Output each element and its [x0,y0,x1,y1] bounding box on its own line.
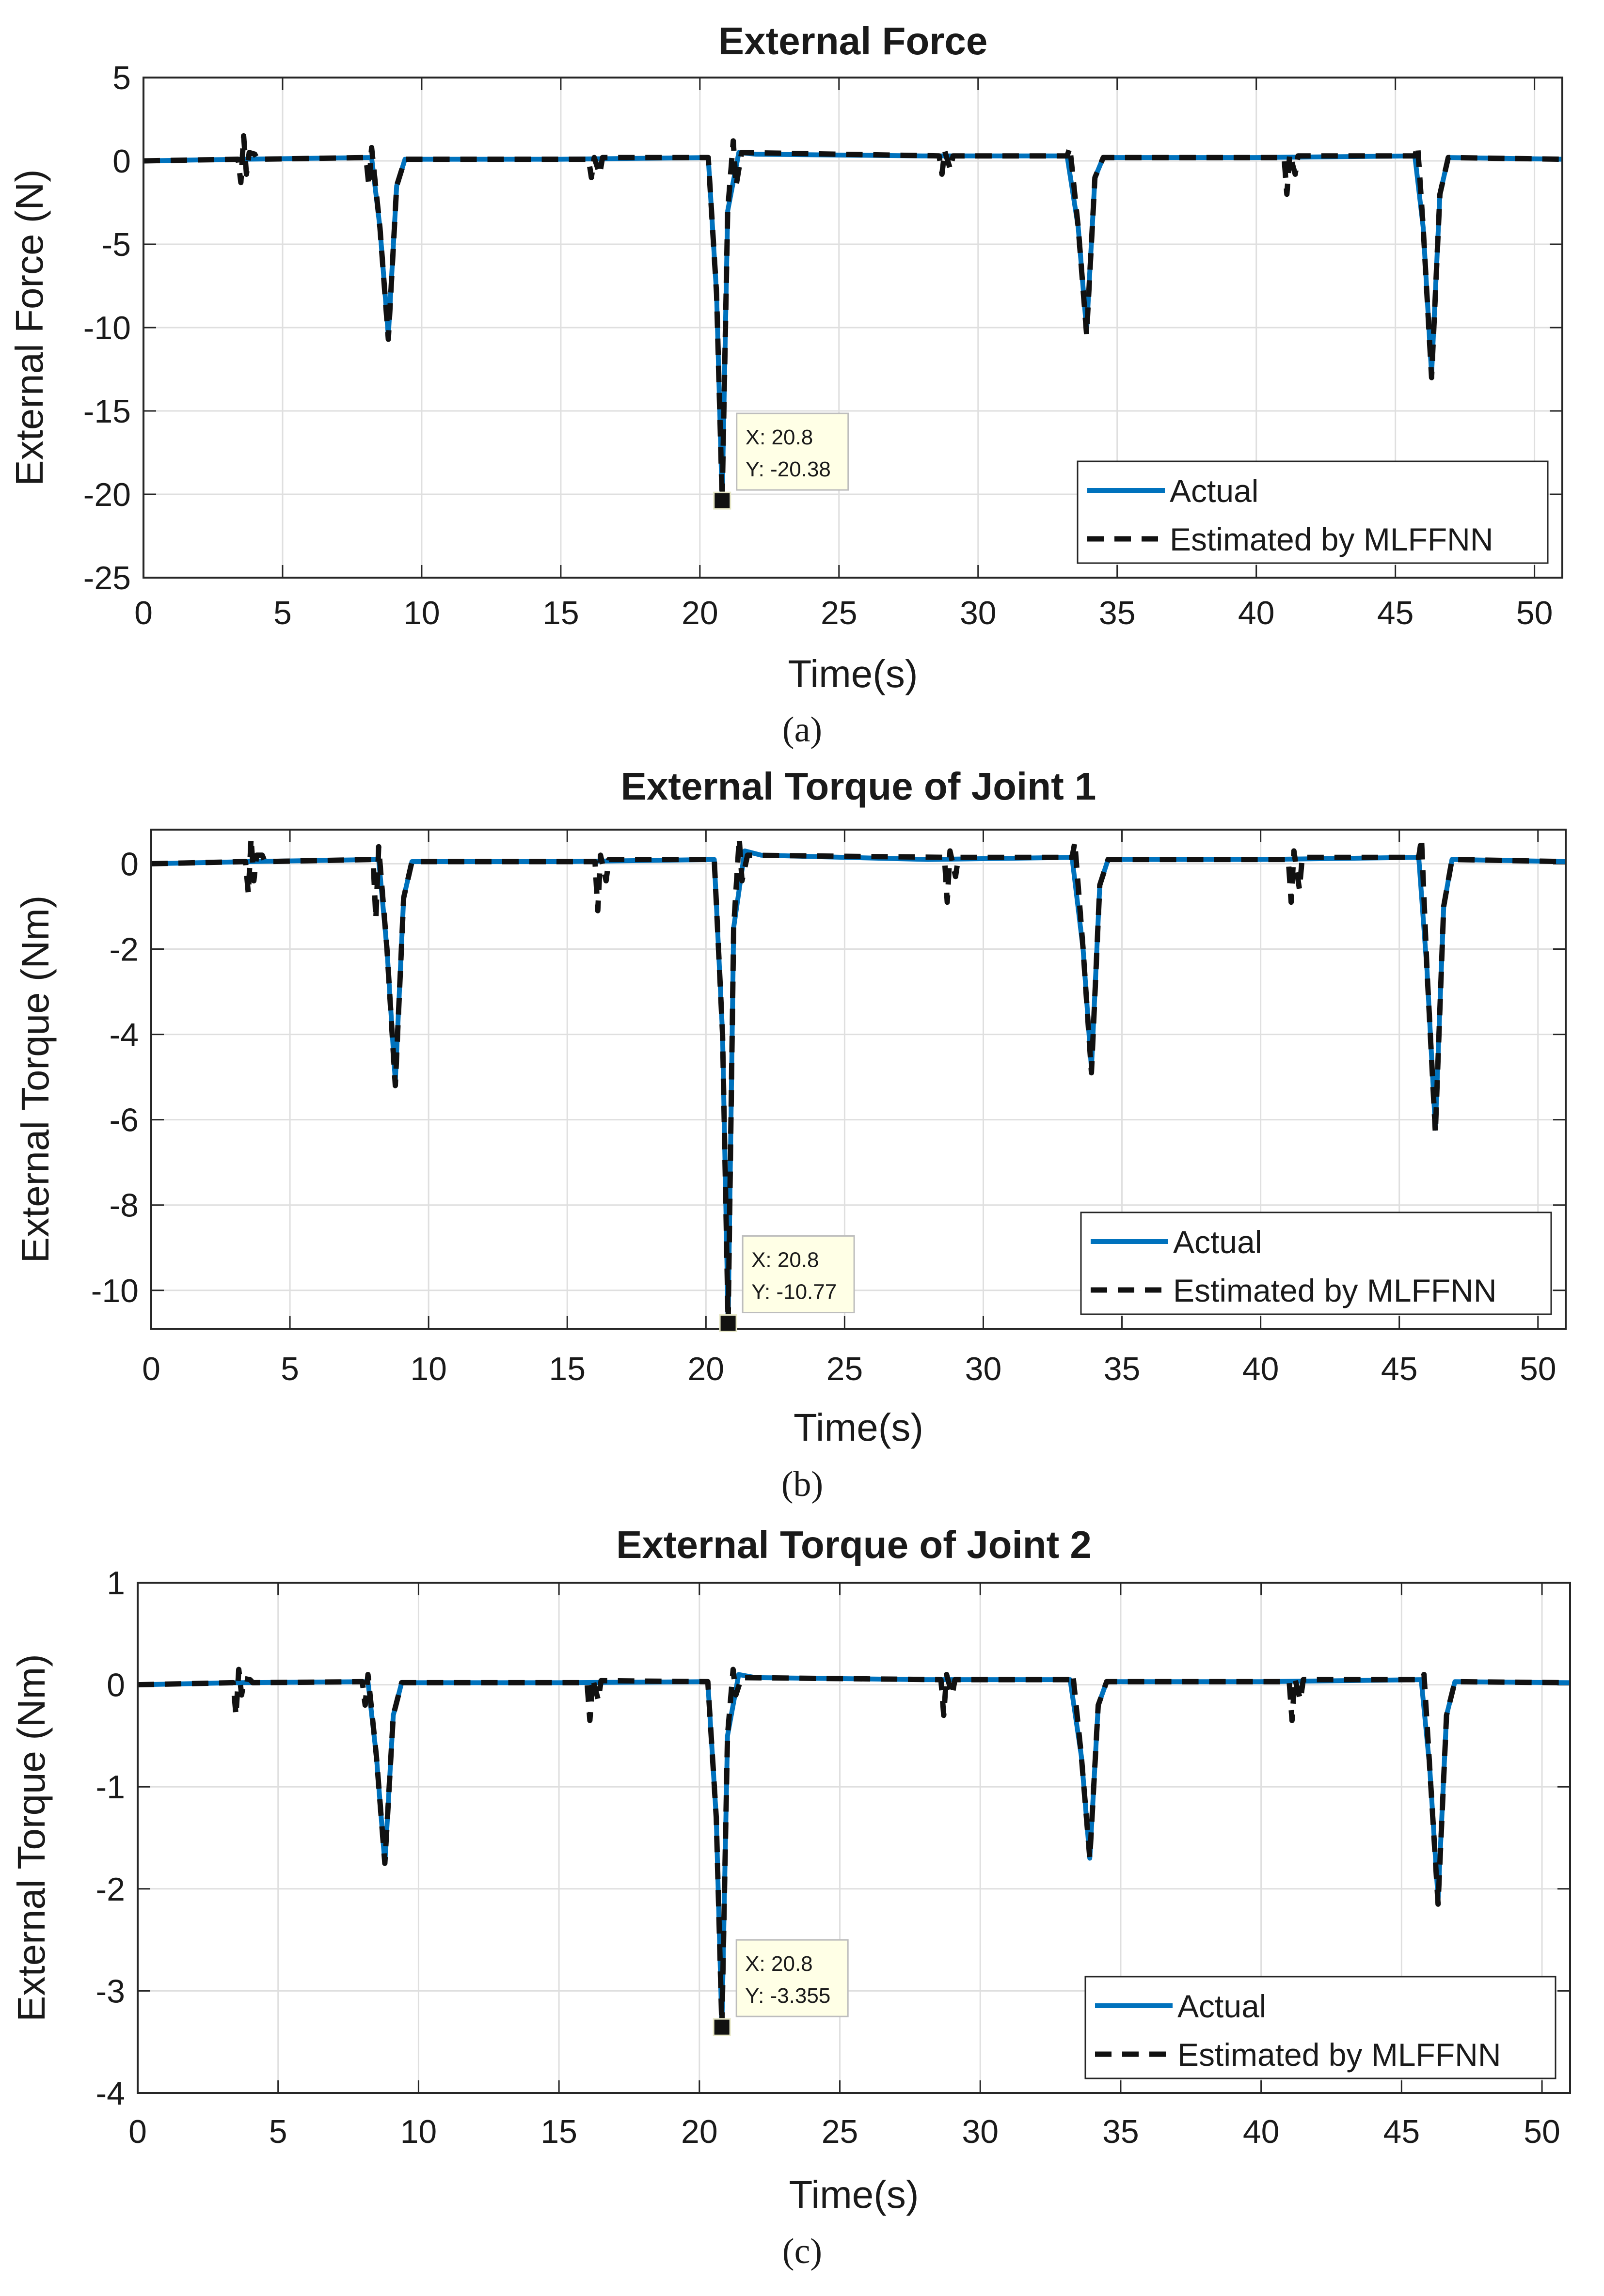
datatip-box [736,412,849,491]
legend: Actual Estimated by MLFFNN [1080,1211,1552,1315]
legend: Actual Estimated by MLFFNN [1084,1976,1556,2079]
x-tick-label: 35 [1099,595,1136,631]
axes-box [137,1582,1571,2094]
legend-label-estimated: Estimated by MLFFNN [1177,2037,1501,2073]
legend-box [1077,460,1549,564]
y-tick-label: -20 [83,476,131,513]
legend-label-actual: Actual [1177,1988,1266,2024]
y-tick-label: 1 [107,1565,125,1602]
x-tick-label: 25 [826,1351,863,1387]
x-tick-label: 40 [1238,595,1275,631]
y-tick-label: 5 [112,60,131,96]
datatip-y-label: Y: -20.38 [746,457,831,481]
y-axis-label: External Force (N) [8,169,51,486]
datatip-box [735,1939,849,2017]
x-tick-label: 5 [269,2113,287,2150]
chart-title: External Force [718,19,988,63]
datatip-y-label: Y: -10.77 [751,1280,837,1304]
y-tick-label: -10 [83,310,131,346]
y-tick-label: -25 [83,560,131,597]
x-tick-label: 10 [403,595,440,631]
y-tick-label: -6 [110,1102,139,1139]
y-tick-label: -2 [96,1871,125,1908]
y-tick-label: -1 [96,1769,125,1806]
chart-title: External Torque of Joint 2 [616,1523,1092,1566]
datatip-box [742,1235,855,1314]
legend-label-estimated: Estimated by MLFFNN [1173,1273,1496,1308]
x-tick-label: 0 [142,1351,160,1387]
x-tick-label: 40 [1243,2113,1280,2150]
x-tick-label: 5 [273,595,292,631]
x-tick-label: 15 [542,595,579,631]
x-tick-label: 35 [1104,1351,1141,1387]
y-tick-label: -3 [96,1973,125,2010]
series-line-estimated [143,133,1563,503]
x-tick-label: 0 [128,2113,147,2150]
x-tick-label: 30 [965,1351,1002,1387]
legend: Actual Estimated by MLFFNN [1077,460,1549,564]
y-tick-label: 0 [107,1667,125,1704]
panel-caption: (c) [782,2232,822,2271]
legend-label-estimated: Estimated by MLFFNN [1170,521,1493,557]
y-tick-label: 0 [112,143,131,180]
y-tick-label: -4 [96,2075,125,2112]
legend-label-actual: Actual [1173,1224,1262,1260]
x-tick-label: 40 [1242,1351,1279,1387]
y-tick-label: -15 [83,393,131,430]
legend-box [1080,1211,1552,1315]
y-tick-label: -8 [110,1187,139,1224]
datatip-x-label: X: 20.8 [751,1248,819,1272]
x-axis-label: Time(s) [789,2173,919,2216]
x-axis-label: Time(s) [788,652,918,695]
x-tick-label: 30 [960,595,997,631]
legend-box [1084,1976,1556,2079]
x-tick-label: 5 [281,1351,299,1387]
axes-box [150,829,1567,1330]
series-line-estimated [137,1667,1571,2030]
panel-caption: (a) [782,710,822,750]
x-tick-label: 50 [1524,2113,1560,2150]
x-tick-label: 50 [1516,595,1553,631]
x-axis-label: Time(s) [794,1406,923,1449]
y-tick-label: -5 [102,226,131,263]
x-tick-label: 10 [410,1351,447,1387]
y-tick-label: -2 [110,931,139,968]
x-tick-label: 35 [1102,2113,1139,2150]
datatip-marker [713,491,731,510]
axes-box [143,77,1563,579]
y-tick-label: -10 [91,1273,139,1309]
datatip-marker [713,2018,731,2036]
legend-label-actual: Actual [1170,473,1258,509]
x-tick-label: 0 [134,595,153,631]
x-tick-label: 45 [1377,595,1414,631]
y-axis-label: External Torque (Nm) [10,1654,53,2022]
x-tick-label: 30 [962,2113,999,2150]
series-line-estimated [151,835,1566,1326]
x-tick-label: 50 [1520,1351,1556,1387]
x-tick-label: 10 [400,2113,437,2150]
datatip-marker [719,1314,737,1333]
grid-lines [150,830,1566,1329]
x-tick-label: 20 [681,2113,718,2150]
y-tick-label: 0 [120,846,139,882]
x-tick-label: 15 [549,1351,586,1387]
panel-caption: (b) [781,1464,823,1504]
x-tick-label: 45 [1383,2113,1420,2150]
x-tick-label: 20 [687,1351,724,1387]
datatip-x-label: X: 20.8 [746,425,813,449]
x-tick-label: 25 [821,595,858,631]
x-tick-label: 15 [540,2113,577,2150]
datatip-x-label: X: 20.8 [745,1952,812,1976]
y-axis-label: External Torque (Nm) [14,896,57,1263]
x-tick-label: 25 [822,2113,858,2150]
chart-panel-1: 0 5 10 15 20 25 30 35 40 45 50 0 -2 -4 -6 -8 -10 X: 20.8 Y… [14,765,1567,1504]
x-tick-label: 20 [682,595,718,631]
y-tick-label: -4 [110,1017,139,1054]
chart-title: External Torque of Joint 1 [621,765,1096,808]
x-tick-label: 45 [1381,1351,1418,1387]
datatip-y-label: Y: -3.355 [745,1984,830,2008]
